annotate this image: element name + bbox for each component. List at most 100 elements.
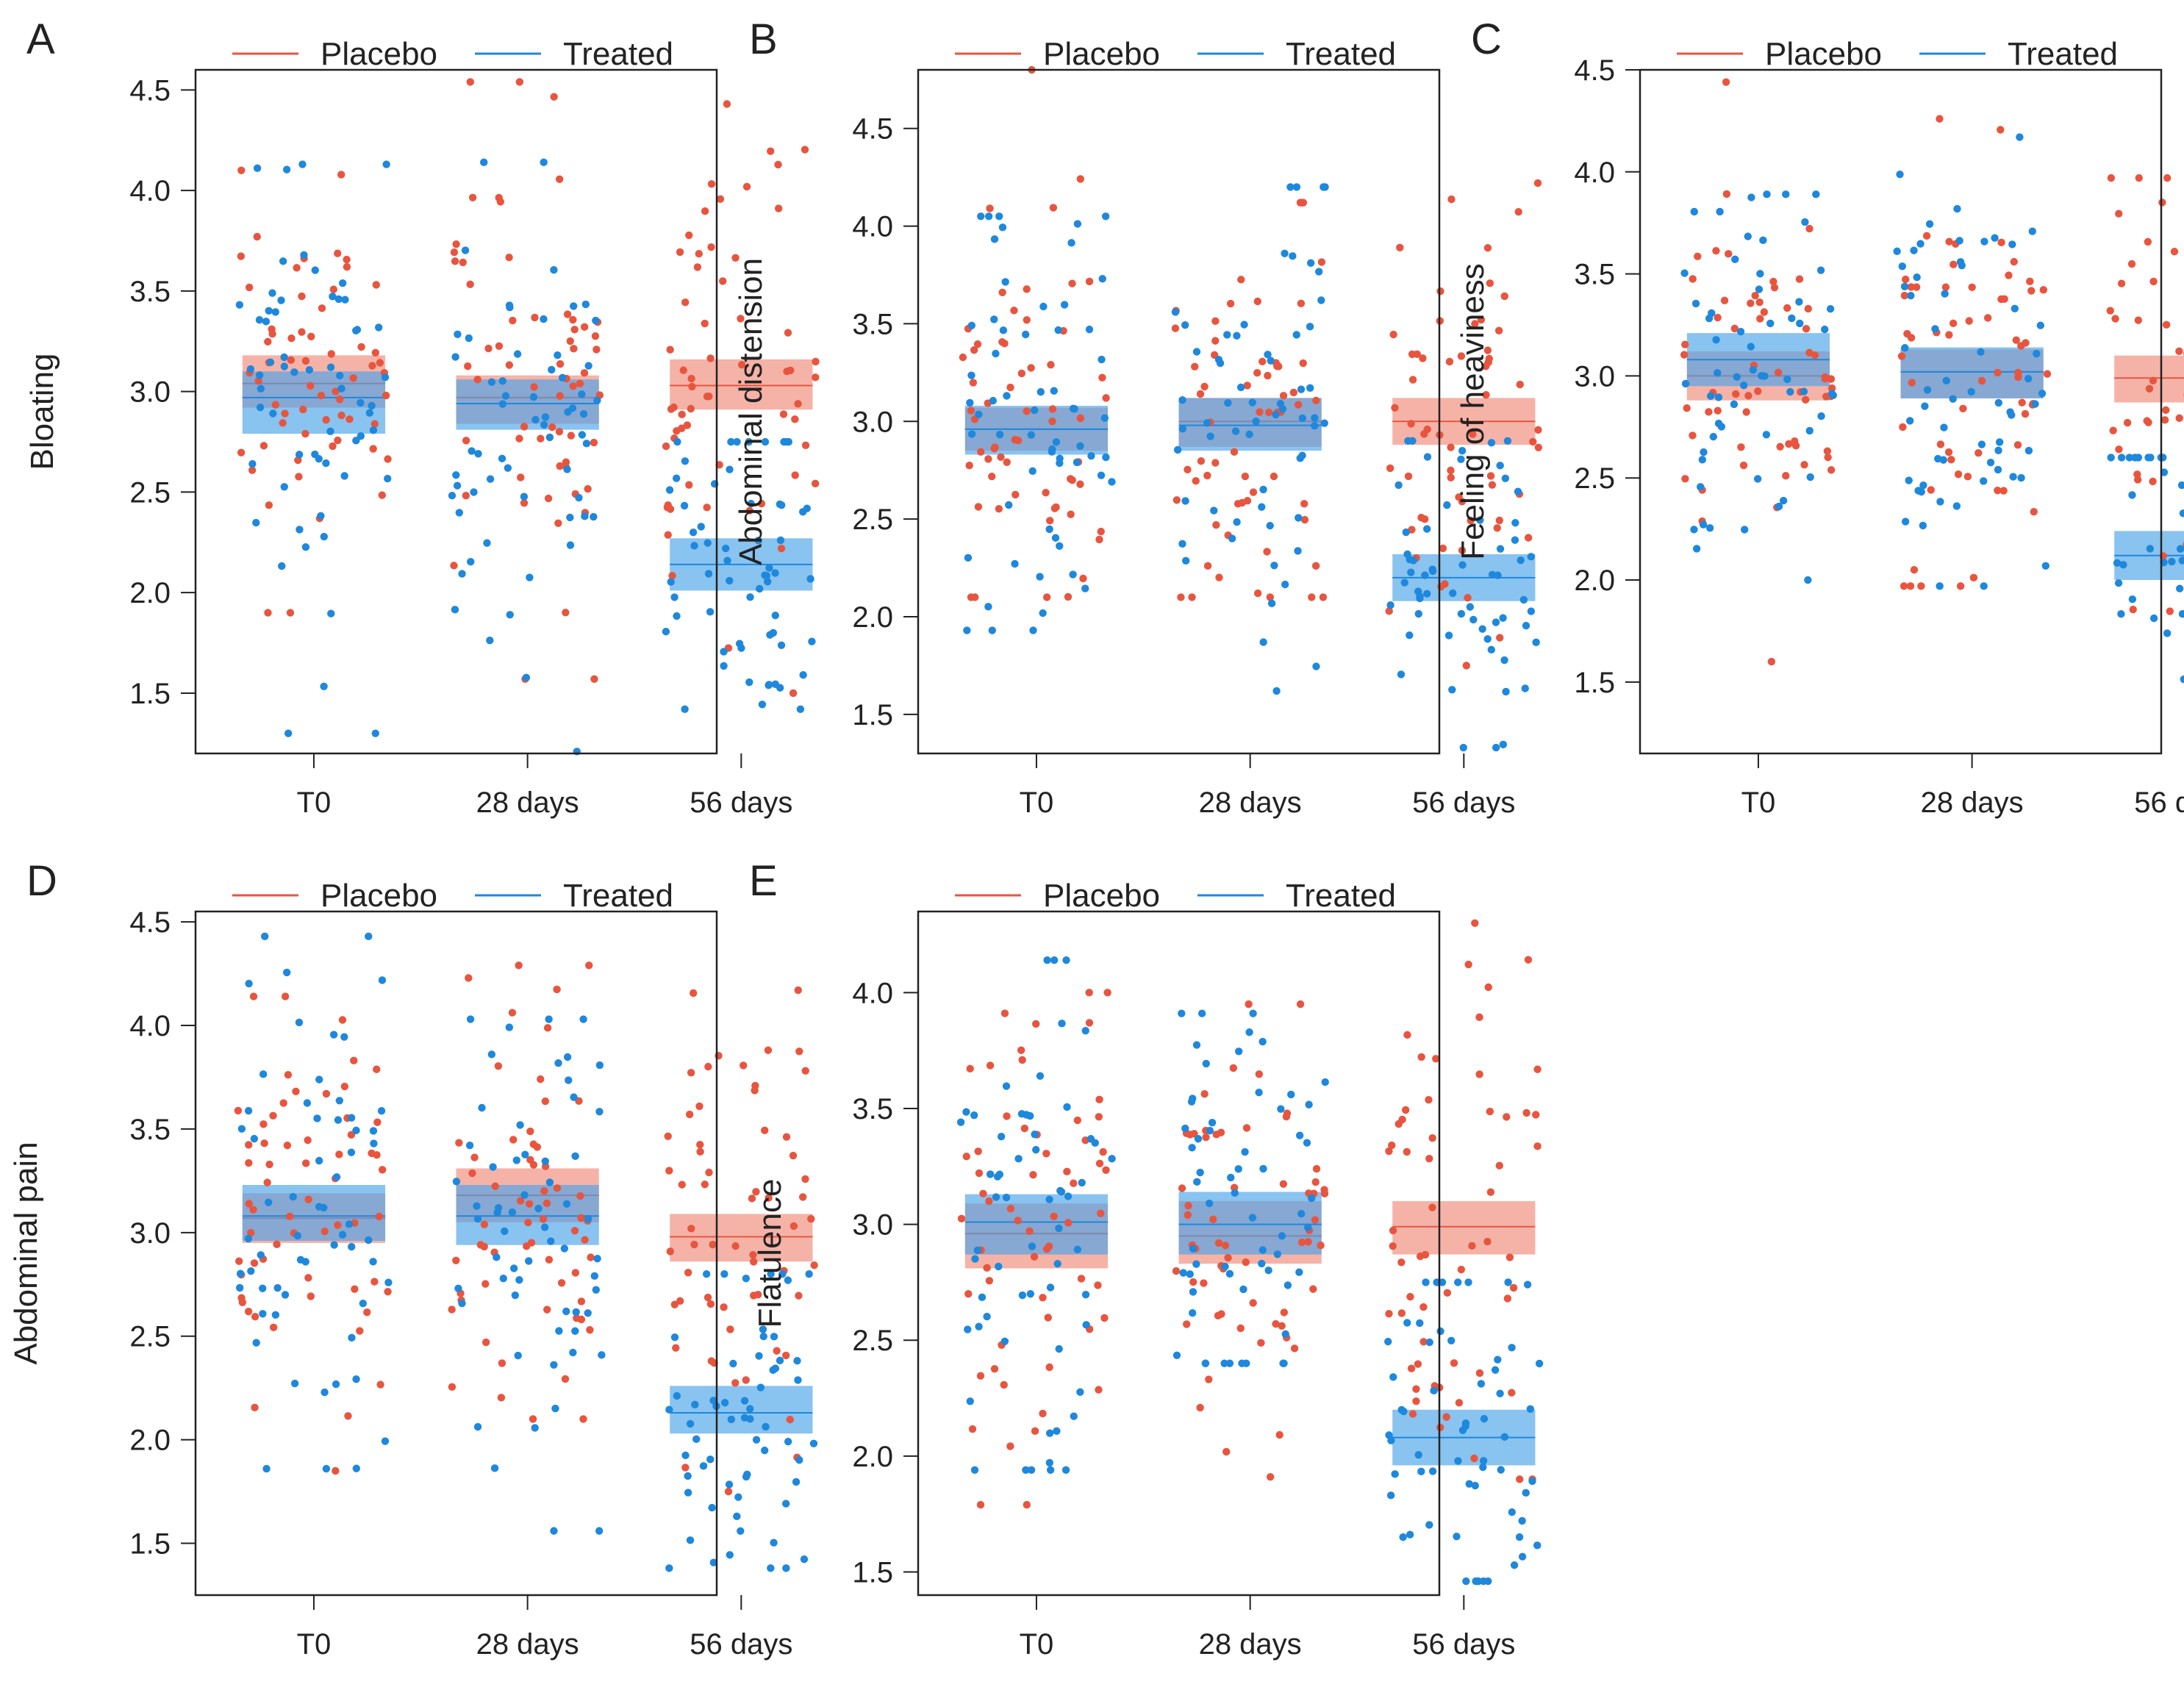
placebo-point	[1296, 198, 1305, 207]
placebo-point	[1299, 359, 1307, 368]
treated-point	[1210, 506, 1218, 515]
placebo-point	[537, 434, 545, 443]
treated-point	[777, 641, 786, 649]
treated-point	[244, 1106, 253, 1115]
treated-point	[758, 701, 767, 709]
treated-point	[467, 557, 475, 566]
placebo-point	[984, 455, 992, 463]
placebo-point	[1432, 1055, 1440, 1063]
treated-point	[1759, 236, 1767, 245]
treated-point	[1449, 589, 1457, 598]
placebo-point	[1725, 250, 1733, 258]
treated-point	[1761, 372, 1769, 380]
treated-point	[1919, 521, 1927, 530]
placebo-point	[378, 491, 386, 499]
treated-point	[266, 358, 275, 367]
placebo-point	[451, 257, 459, 265]
treated-point	[720, 648, 728, 656]
treated-point	[345, 1220, 354, 1228]
treated-point	[1386, 601, 1394, 609]
placebo-point	[1264, 408, 1273, 417]
treated-point	[348, 1333, 356, 1342]
treated-point	[808, 637, 816, 645]
treated-point	[1193, 1178, 1201, 1186]
treated-point	[1189, 1244, 1197, 1253]
treated-point	[1081, 584, 1089, 592]
treated-point	[244, 1234, 253, 1243]
placebo-point	[382, 391, 390, 400]
placebo-point	[468, 193, 477, 202]
treated-point	[762, 1422, 770, 1431]
placebo-point	[1425, 1096, 1433, 1104]
treated-point	[1423, 453, 1432, 461]
placebo-point	[1003, 1112, 1011, 1120]
treated-point	[681, 457, 690, 465]
placebo-point	[2129, 605, 2137, 614]
placebo-point	[307, 332, 315, 340]
placebo-point	[1042, 489, 1050, 497]
treated-point	[452, 1178, 461, 1186]
treated-point	[365, 932, 373, 941]
treated-point	[1270, 562, 1278, 570]
treated-point	[709, 1558, 717, 1566]
treated-point	[1321, 1078, 1329, 1086]
treated-point	[340, 472, 348, 480]
placebo-point	[1253, 297, 1262, 306]
placebo-point	[273, 1240, 281, 1249]
y-tick-label: 3.5	[852, 308, 893, 340]
placebo-point	[1049, 204, 1058, 212]
treated-point	[1699, 520, 1708, 529]
treated-point	[2107, 454, 2115, 462]
treated-point	[1317, 296, 1325, 304]
placebo-point	[1505, 1253, 1514, 1261]
placebo-point	[307, 382, 315, 390]
treated-point	[520, 1191, 529, 1199]
placebo-point	[1064, 592, 1073, 601]
treated-point	[670, 593, 679, 601]
placebo-point	[668, 572, 676, 580]
placebo-point	[375, 1212, 383, 1221]
treated-point	[1295, 1268, 1303, 1276]
placebo-point	[1391, 404, 1399, 412]
placebo-point	[1747, 299, 1755, 307]
treated-point	[765, 564, 773, 572]
treated-point	[2038, 390, 2047, 398]
placebo-point	[279, 1099, 287, 1107]
treated-point	[1901, 517, 1910, 526]
y-tick-label: 2.5	[1574, 462, 1615, 495]
treated-point	[1045, 1458, 1054, 1467]
treated-point	[1801, 218, 1809, 226]
treated-point	[1278, 1232, 1286, 1240]
treated-point	[332, 1380, 340, 1389]
placebo-point	[1394, 1120, 1403, 1128]
treated-point	[540, 158, 548, 167]
placebo-point	[1469, 430, 1477, 438]
placebo-point	[1494, 326, 1503, 334]
placebo-point	[376, 1380, 384, 1389]
placebo-point	[563, 310, 572, 318]
placebo-point	[1200, 1279, 1208, 1287]
treated-point	[322, 1464, 331, 1473]
treated-point	[269, 409, 277, 418]
placebo-point	[731, 254, 740, 262]
placebo-point	[1516, 1475, 1524, 1483]
treated-point	[966, 1397, 974, 1405]
placebo-point	[338, 1016, 347, 1024]
treated-point	[494, 1203, 503, 1212]
treated-point	[1259, 638, 1267, 646]
treated-point	[529, 393, 538, 401]
placebo-point	[555, 175, 564, 183]
treated-point	[347, 1148, 356, 1156]
placebo-point	[720, 1303, 728, 1311]
treated-point	[329, 1031, 338, 1039]
placebo-point	[777, 544, 786, 553]
treated-point	[2176, 545, 2184, 553]
treated-point	[956, 1118, 965, 1126]
placebo-point	[1508, 1389, 1516, 1397]
treated-point	[1416, 1319, 1424, 1328]
placebo-point	[703, 504, 711, 512]
treated-point	[2128, 595, 2137, 603]
y-tick-label: 2.0	[129, 577, 171, 609]
treated-point	[964, 554, 973, 562]
treated-point	[486, 636, 494, 645]
